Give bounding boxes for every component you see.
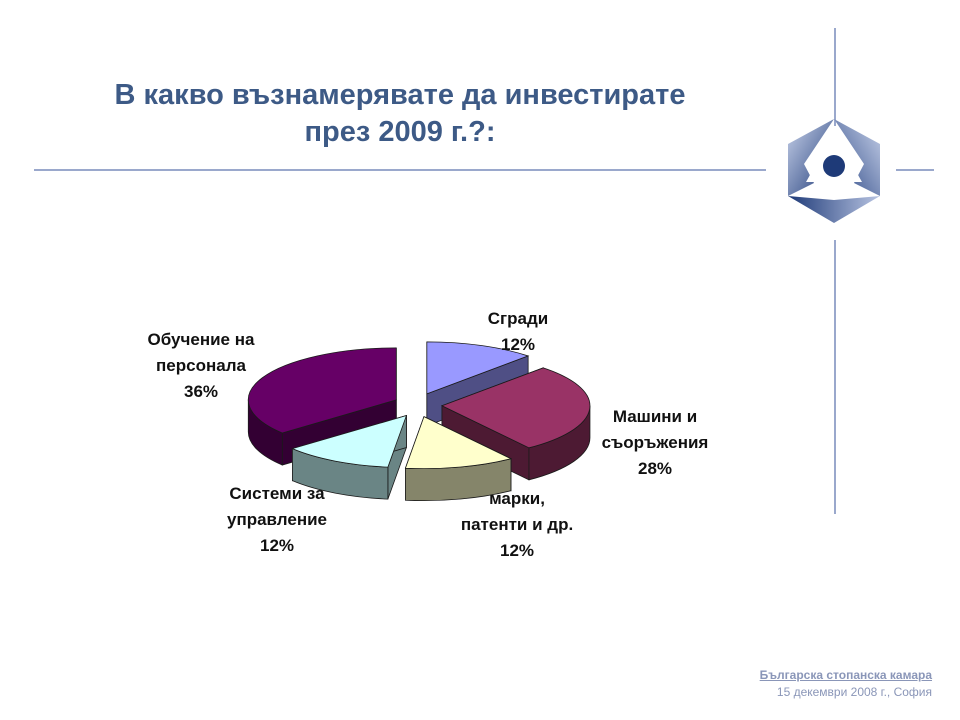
slice-label-trademarks: марки, патенти и др. 12% xyxy=(432,486,602,564)
pie-slice-management-systems xyxy=(291,414,408,500)
slice-label-buildings: Сгради 12% xyxy=(468,306,568,358)
slice-category: управление xyxy=(227,510,327,529)
pie-slice-trademarks xyxy=(404,415,513,502)
slice-category: марки, xyxy=(489,489,545,508)
slice-category: съоръжения xyxy=(601,433,709,452)
vertical-rule-bottom xyxy=(834,240,836,514)
title-divider-right xyxy=(896,169,934,171)
slice-category: Машини и xyxy=(612,407,698,426)
slice-percent: 28% xyxy=(637,459,673,478)
slice-label-staff-training: Обучение на персонала 36% xyxy=(126,327,276,405)
slice-percent: 12% xyxy=(259,536,295,555)
footer-organization: Българска стопанска камара xyxy=(759,668,932,682)
slide-title-line1: В какво възнамерявате да инвестирате xyxy=(114,79,686,111)
pie-slice-staff-training xyxy=(247,347,397,466)
slice-percent: 12% xyxy=(499,541,535,560)
slice-label-machinery: Машини и съоръжения 28% xyxy=(580,404,730,482)
slice-category: патенти и др. xyxy=(460,515,574,534)
slice-label-management-systems: Системи за управление 12% xyxy=(202,481,352,559)
company-logo xyxy=(788,119,880,223)
slice-category: Сгради xyxy=(487,309,549,328)
slice-percent: 36% xyxy=(183,382,219,401)
slice-category: Обучение на xyxy=(147,330,255,349)
pie-slice-machinery xyxy=(440,367,591,481)
slice-percent: 12% xyxy=(500,335,536,354)
slide-title-line2: през 2009 г.?: xyxy=(304,116,496,148)
slice-category: Системи за xyxy=(229,484,325,503)
vertical-rule-top xyxy=(834,28,836,126)
footer-date: 15 декември 2008 г., София xyxy=(776,685,932,699)
title-divider-left xyxy=(34,169,766,171)
slice-category: персонала xyxy=(156,356,246,375)
